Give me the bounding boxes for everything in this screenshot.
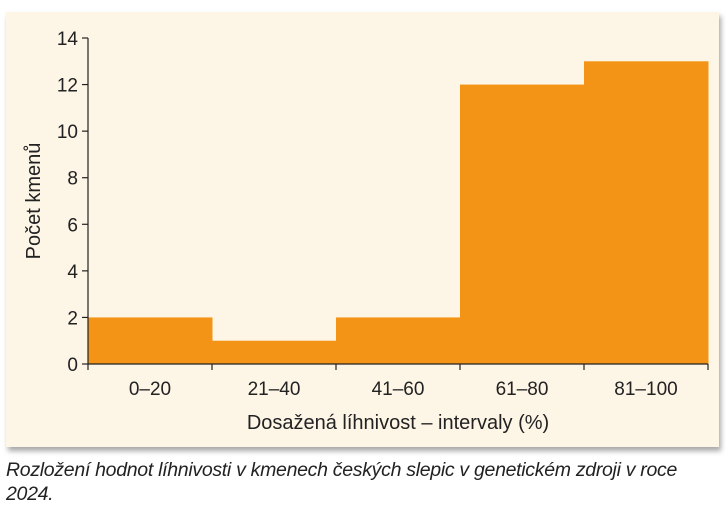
bar-41–60 (336, 317, 461, 364)
x-tick-label: 81–100 (614, 379, 677, 400)
y-tick-label: 8 (67, 169, 78, 190)
y-tick-label: 4 (67, 262, 78, 283)
y-tick-label: 6 (67, 215, 78, 236)
y-tick-label: 12 (57, 76, 78, 97)
x-tick-label: 21–40 (248, 379, 301, 400)
x-tick-label: 0–20 (129, 379, 171, 400)
y-axis-label: Počet kmenů (23, 143, 45, 260)
y-tick-label: 2 (67, 308, 78, 329)
bar-0–20 (88, 317, 213, 364)
y-tick-label: 0 (67, 355, 78, 376)
x-axis-label: Dosažená líhnivost – intervaly (%) (247, 412, 549, 434)
bar-21–40 (212, 340, 337, 364)
bar-61–80 (460, 84, 585, 365)
y-tick-label: 14 (57, 29, 79, 50)
x-tick-label: 61–80 (496, 379, 549, 400)
x-tick-label: 41–60 (372, 379, 425, 400)
figure-caption: Rozložení hodnot líhnivosti v kmenech če… (6, 459, 678, 505)
bar-81–100 (584, 61, 709, 365)
y-tick-label: 10 (57, 122, 78, 143)
